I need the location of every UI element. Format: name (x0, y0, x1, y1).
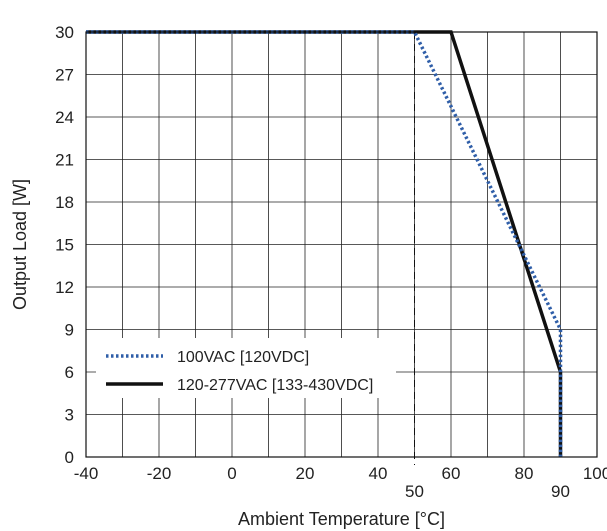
x-tick-label: 60 (442, 464, 461, 483)
x-tick-label: -40 (74, 464, 99, 483)
y-tick-label: 0 (65, 448, 74, 467)
x-tick-label-extra: 90 (551, 482, 570, 501)
x-tick-label: 0 (227, 464, 236, 483)
y-tick-label: 30 (55, 23, 74, 42)
legend-box (96, 338, 396, 398)
y-axis-label: Output Load [W] (10, 179, 30, 310)
y-tick-labels: 0 3 6 9 12 15 18 21 24 27 30 (55, 23, 74, 467)
y-tick-label: 27 (55, 66, 74, 85)
plot-frame (85, 31, 598, 458)
y-tick-label: 9 (65, 321, 74, 340)
y-tick-label: 24 (55, 108, 74, 127)
legend-label-120-277vac: 120-277VAC [133-430VDC] (177, 377, 373, 394)
y-tick-label: 6 (65, 363, 74, 382)
x-tick-label: 20 (296, 464, 315, 483)
y-tick-label: 21 (55, 151, 74, 170)
x-tick-label: -20 (147, 464, 172, 483)
x-axis-label: Ambient Temperature [°C] (238, 509, 445, 529)
x-tick-label: 80 (515, 464, 534, 483)
y-tick-label: 12 (55, 278, 74, 297)
y-tick-label: 18 (55, 193, 74, 212)
y-tick-label: 15 (55, 236, 74, 255)
legend-label-100vac: 100VAC [120VDC] (177, 349, 309, 366)
x-tick-label: 100 (583, 464, 607, 483)
y-tick-label: 3 (65, 406, 74, 425)
x-tick-label-extra: 50 (405, 482, 424, 501)
x-tick-labels: -40 -20 0 20 40 60 80 100 50 90 (74, 464, 607, 501)
legend: 100VAC [120VDC] 120-277VAC [133-430VDC] (96, 338, 396, 398)
x-tick-label: 40 (369, 464, 388, 483)
